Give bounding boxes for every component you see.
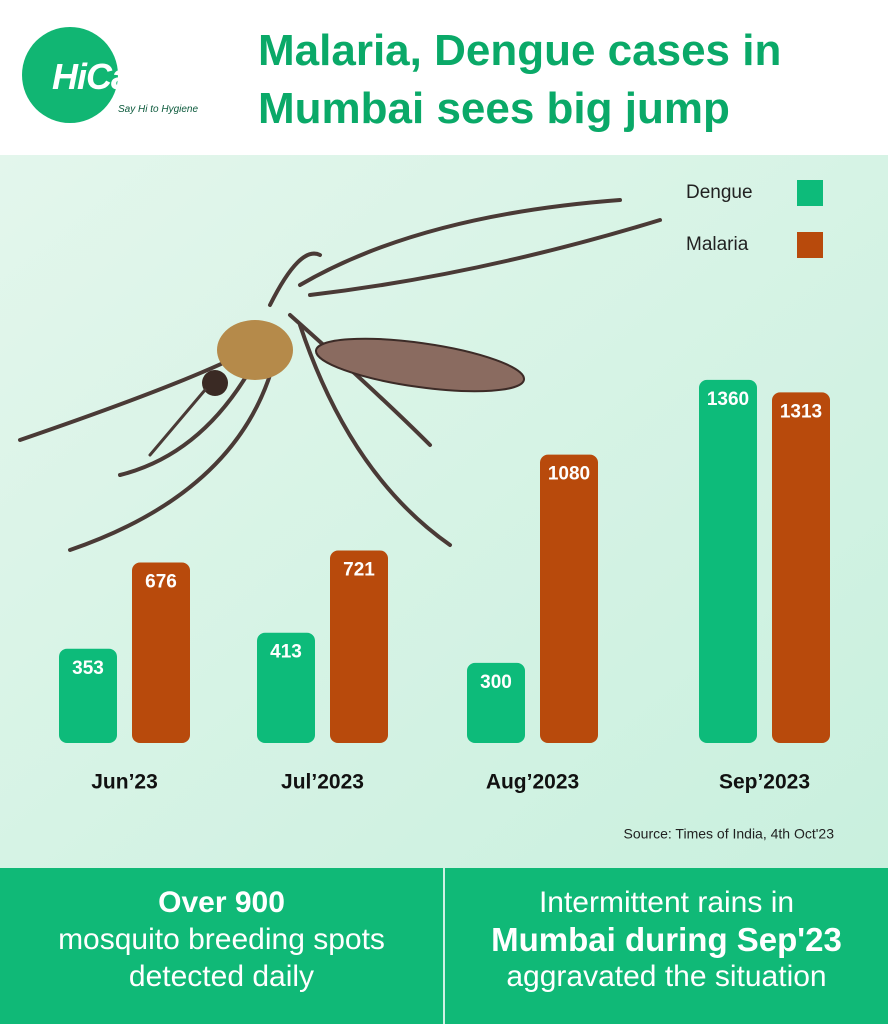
bar	[772, 392, 830, 743]
footer-text: mosquito breeding spots	[58, 923, 385, 956]
x-tick-label: Aug’2023	[486, 771, 579, 794]
divider	[443, 868, 445, 1024]
chart-title: Malaria, Dengue cases in Mumbai sees big…	[258, 26, 782, 133]
x-tick-label: Jul’2023	[281, 771, 364, 794]
header: HiCare Say Hi to Hygiene Malaria, Dengue…	[0, 0, 888, 155]
value-label: 1080	[548, 464, 590, 485]
legend-swatch	[797, 232, 823, 258]
bar	[330, 550, 388, 743]
logo-circle	[22, 27, 118, 123]
chart: 353 676 Jun’23 413 721 Jul’2023 300 1080 Aug’202…	[0, 155, 888, 868]
value-label: 300	[480, 672, 512, 693]
value-label: 413	[270, 642, 302, 663]
footer-highlight: Mumbai during Sep'23	[491, 921, 842, 958]
bar	[467, 662, 525, 743]
footer-text: detected daily	[128, 960, 315, 993]
legend-swatch	[797, 180, 823, 206]
logo-tagline: Say Hi to Hygiene	[118, 104, 199, 115]
value-label: 1313	[780, 401, 822, 422]
mosquito-illustration	[18, 198, 662, 552]
bar	[59, 648, 117, 743]
footer-right: Intermittent rains in Mumbai during Sep'…	[445, 884, 888, 995]
value-label: 721	[343, 560, 375, 581]
footer-text: aggravated the situation	[506, 960, 827, 993]
value-label: 676	[145, 572, 177, 593]
x-tick-label: Sep’2023	[719, 771, 810, 794]
bar	[257, 632, 315, 743]
legend-label: Dengue	[686, 182, 753, 203]
bar	[132, 562, 190, 743]
value-label: 1360	[707, 389, 749, 410]
footer: Over 900 mosquito breeding spots detecte…	[0, 868, 888, 1024]
footer-left: Over 900 mosquito breeding spots detecte…	[0, 884, 443, 995]
bar	[540, 454, 598, 743]
bar	[699, 379, 757, 743]
footer-highlight: Over 900	[158, 886, 285, 919]
logo-name: HiCare	[52, 56, 163, 97]
footer-text: Intermittent rains in	[538, 886, 795, 919]
value-label: 353	[72, 658, 104, 679]
x-tick-label: Jun’23	[91, 771, 158, 794]
legend-label: Malaria	[686, 234, 749, 255]
source: Source: Times of India, 4th Oct'23	[624, 826, 835, 842]
